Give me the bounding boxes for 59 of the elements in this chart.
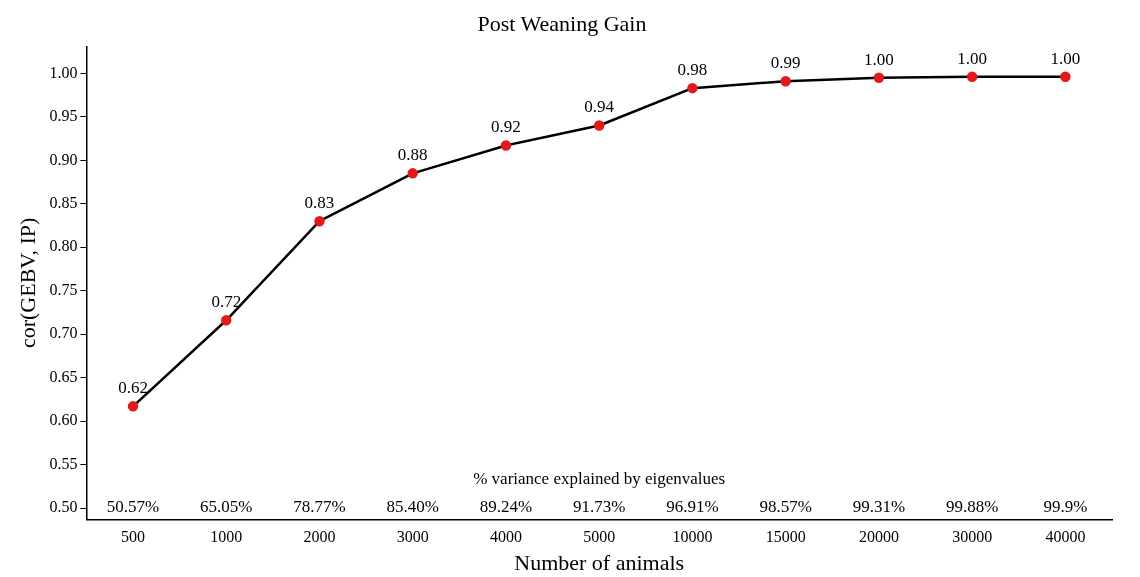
point: [407, 168, 418, 179]
x-tick-label: 10000: [672, 528, 713, 546]
y-tick-label: 0.85: [49, 193, 78, 211]
point: [314, 215, 325, 227]
x-tick-label: 4000: [489, 528, 522, 546]
annotation: 99.31%: [852, 496, 906, 516]
annotation: 96.91%: [666, 496, 719, 516]
point: [780, 75, 791, 87]
point: [687, 82, 698, 94]
annotation: 98.57%: [759, 496, 812, 516]
annotation: 99.9%: [1043, 496, 1088, 516]
x-tick-label: 20000: [858, 528, 899, 546]
annotation: 89.24%: [479, 496, 533, 516]
x-tick-label: 30000: [952, 528, 993, 546]
annotation: 78.77%: [293, 496, 346, 516]
y-tick-label: 0.55: [49, 454, 78, 472]
y-tick-label: 0.60: [49, 411, 78, 429]
data-label: 0.88: [397, 145, 428, 165]
data-label: 1.00: [864, 49, 894, 69]
annotation: % variance explained by eigenvalues: [473, 468, 726, 488]
x-tick-label: 1000: [210, 528, 243, 546]
point: [1060, 71, 1071, 83]
point: [966, 71, 978, 83]
x-tick-label: 3000: [396, 528, 429, 546]
y-tick-label: 0.50: [49, 498, 78, 516]
point: [873, 72, 885, 83]
data-label: 0.94: [584, 97, 615, 117]
x-axis-title: Number of animals: [514, 549, 685, 575]
data-label: 1.00: [1050, 48, 1081, 68]
annotation: 91.73%: [572, 496, 626, 516]
data-label: 0.98: [677, 60, 708, 80]
y-tick-label: 0.75: [49, 280, 78, 298]
y-tick-label: 0.95: [49, 107, 78, 125]
data-label: 0.83: [304, 193, 335, 213]
x-tick-label: 2000: [303, 528, 336, 546]
y-tick-label: 0.80: [49, 237, 78, 255]
data-label: 0.99: [770, 53, 801, 73]
y-tick-label: 0.65: [49, 367, 78, 385]
y-tick-label: 0.70: [49, 324, 78, 342]
data-label: 0.62: [118, 378, 148, 398]
annotation: 99.88%: [945, 496, 999, 516]
annotation: 50.57%: [106, 496, 160, 516]
annotation: 65.05%: [200, 496, 253, 516]
data-label: 0.72: [211, 292, 242, 312]
annotation: 85.40%: [386, 496, 439, 516]
y-axis-title: cor(GEBV, IP): [14, 217, 40, 349]
x-tick-label: 15000: [765, 528, 806, 546]
point: [500, 140, 512, 151]
x-tick-label: 500: [121, 528, 146, 546]
point: [221, 315, 232, 326]
y-tick-label: 1.00: [49, 63, 78, 81]
point: [127, 401, 139, 412]
data-label: 0.92: [491, 117, 521, 137]
x-tick-label: 5000: [583, 528, 616, 546]
point: [593, 120, 605, 131]
y-tick-label: 0.90: [49, 150, 78, 168]
data-label: 1.00: [957, 48, 988, 68]
x-tick-label: 40000: [1045, 528, 1086, 546]
chart-title: Post Weaning Gain: [477, 10, 647, 36]
